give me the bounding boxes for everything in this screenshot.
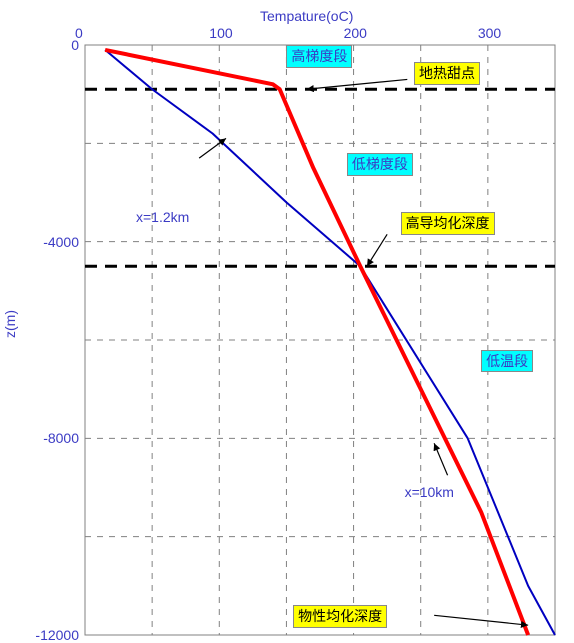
y-axis-title: z(m) <box>2 310 18 338</box>
annotation: 高导均化深度 <box>401 212 495 235</box>
y-tick: -4000 <box>43 234 79 250</box>
x-tick: 300 <box>478 25 501 41</box>
annotation: 物性均化深度 <box>293 605 387 628</box>
annotation: x=10km <box>401 482 458 503</box>
chart-container: Tempature(oC) z(m) 01002003000-4000-8000… <box>0 0 574 641</box>
annotation: 地热甜点 <box>414 62 480 85</box>
annotation: 低温段 <box>481 350 533 373</box>
y-tick: -8000 <box>43 430 79 446</box>
x-tick: 200 <box>344 25 367 41</box>
annotation: x=1.2km <box>132 207 193 228</box>
annotation: 低梯度段 <box>347 153 413 176</box>
chart-svg <box>0 0 574 641</box>
y-tick: 0 <box>71 37 79 53</box>
x-axis-title: Tempature(oC) <box>260 8 353 24</box>
annotation: 高梯度段 <box>286 45 352 68</box>
x-tick: 100 <box>209 25 232 41</box>
